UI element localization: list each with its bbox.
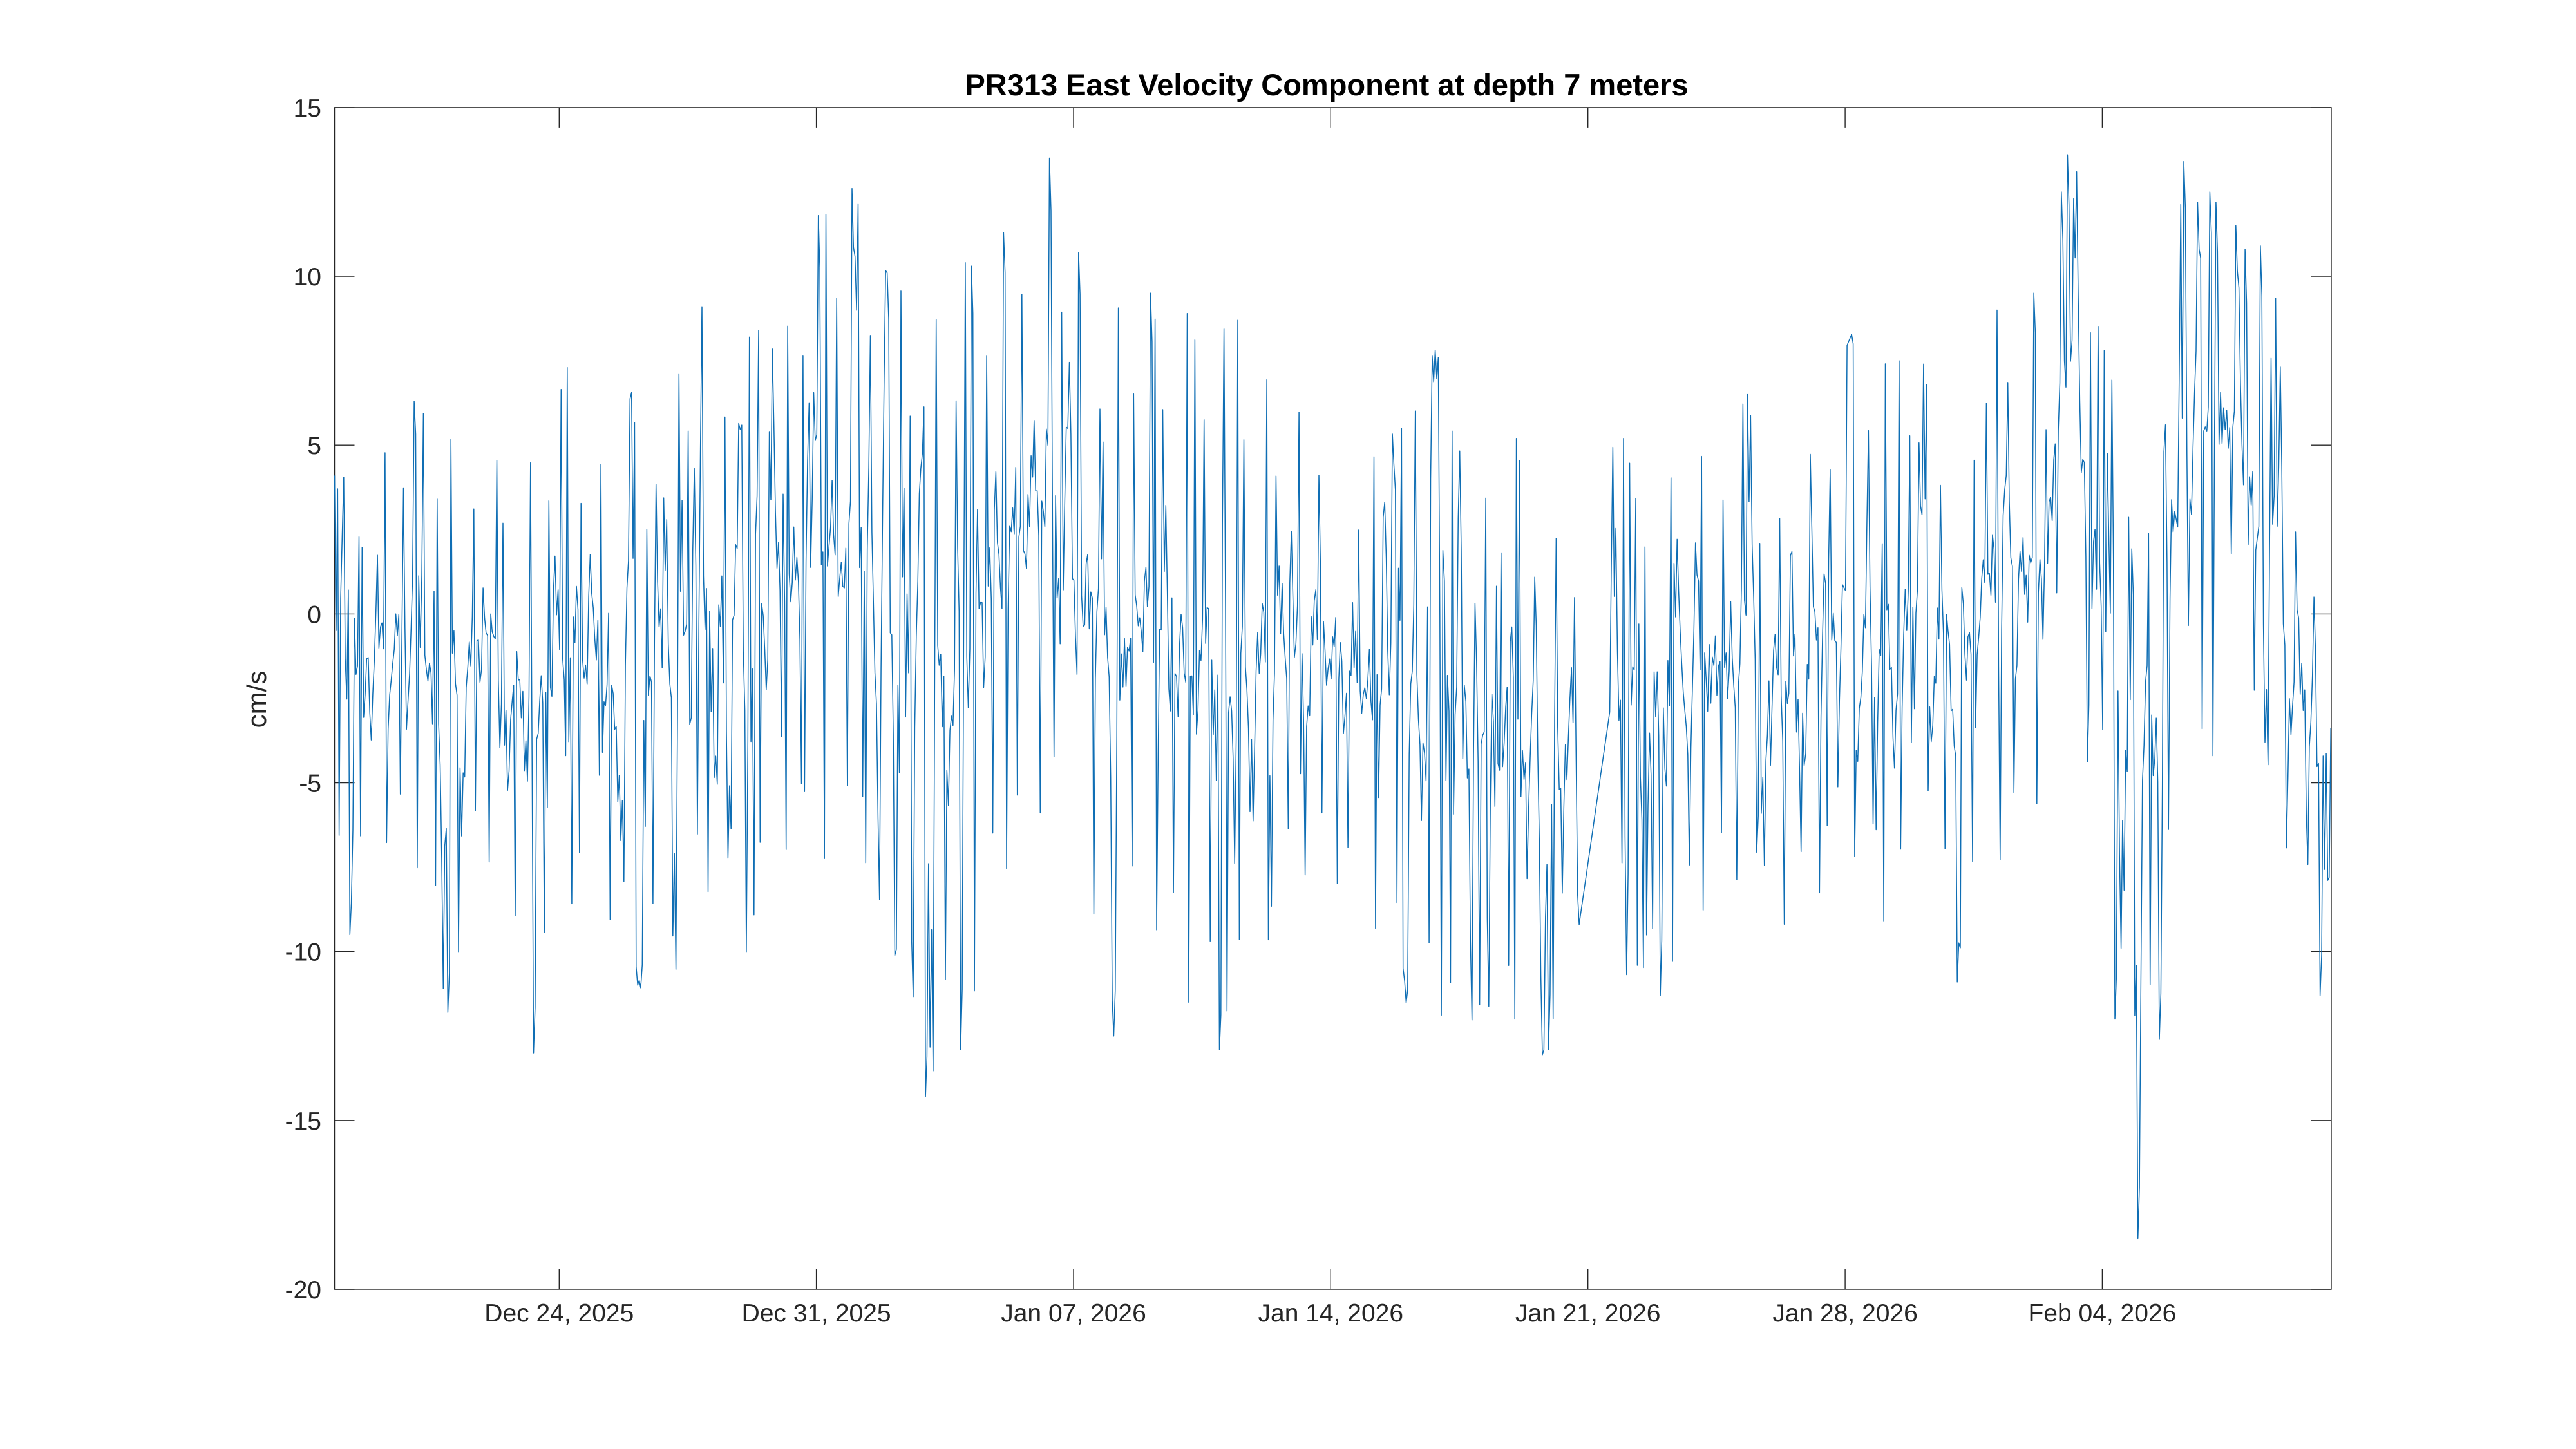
svg-text:5: 5 xyxy=(307,432,321,460)
svg-text:15: 15 xyxy=(294,95,321,122)
svg-text:10: 10 xyxy=(294,263,321,291)
svg-text:-15: -15 xyxy=(285,1108,321,1135)
svg-text:-10: -10 xyxy=(285,939,321,967)
svg-text:Jan 28, 2026: Jan 28, 2026 xyxy=(1772,1300,1918,1327)
svg-text:cm/s: cm/s xyxy=(242,671,272,728)
svg-text:Jan 21, 2026: Jan 21, 2026 xyxy=(1515,1300,1661,1327)
svg-text:Jan 07, 2026: Jan 07, 2026 xyxy=(1001,1300,1146,1327)
svg-text:Jan 14, 2026: Jan 14, 2026 xyxy=(1258,1300,1404,1327)
svg-text:PR313 East Velocity Component: PR313 East Velocity Component at depth 7… xyxy=(965,68,1688,102)
svg-text:0: 0 xyxy=(307,601,321,629)
svg-text:Dec 31, 2025: Dec 31, 2025 xyxy=(742,1300,891,1327)
svg-text:-5: -5 xyxy=(299,770,321,798)
svg-text:Feb 04, 2026: Feb 04, 2026 xyxy=(2028,1300,2176,1327)
svg-text:Dec 24, 2025: Dec 24, 2025 xyxy=(484,1300,634,1327)
svg-text:-20: -20 xyxy=(285,1276,321,1304)
